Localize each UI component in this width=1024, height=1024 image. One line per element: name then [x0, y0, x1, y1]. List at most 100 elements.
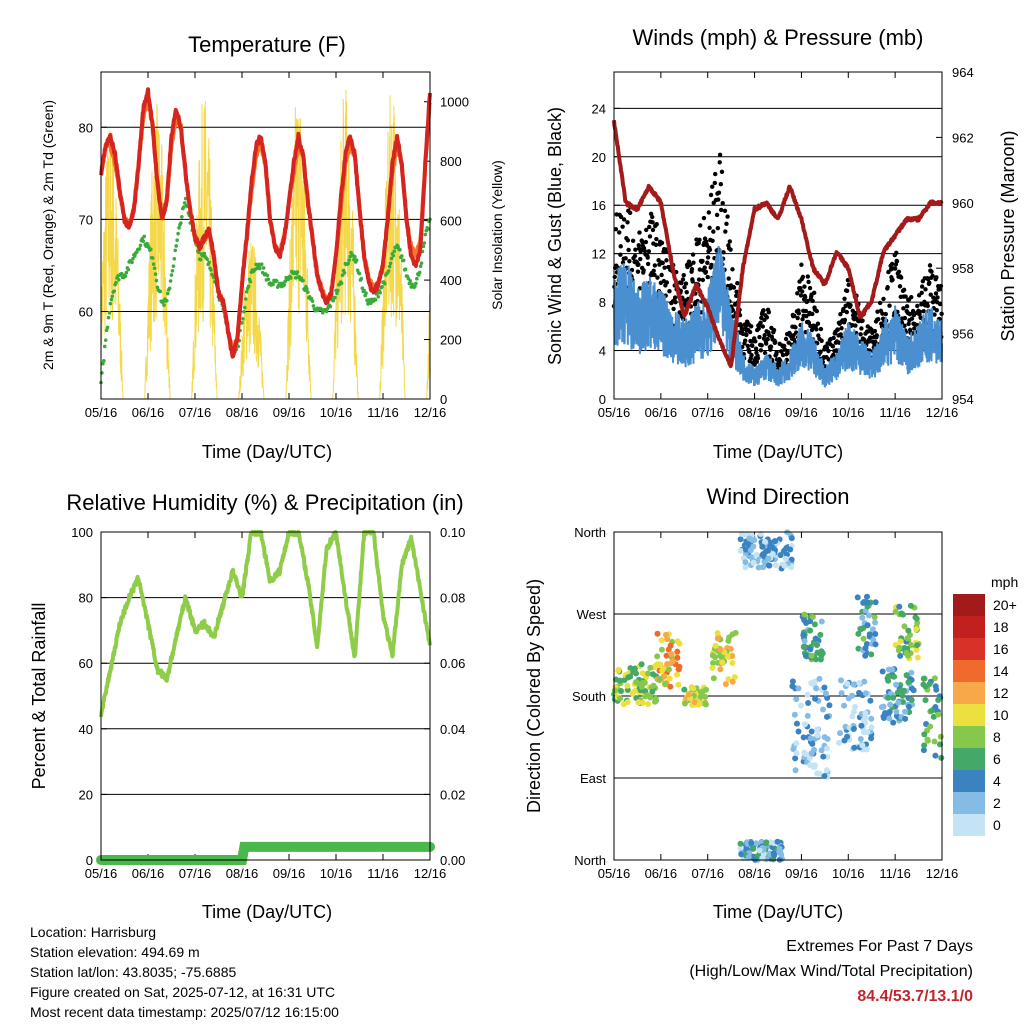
direction-point	[649, 688, 656, 695]
direction-point	[717, 646, 724, 653]
direction-x-tick-label: 08/16	[738, 866, 771, 881]
speed-legend-swatch	[953, 792, 985, 814]
gust-point	[819, 338, 824, 343]
direction-point	[663, 631, 670, 638]
gust-point	[906, 321, 911, 327]
gust-point	[645, 255, 650, 260]
speed-legend-label: 0	[993, 817, 1001, 833]
dewpoint-point	[177, 226, 181, 230]
dewpoint-point	[261, 266, 266, 270]
pressure-line	[612, 119, 944, 369]
humidity-x-tick-label: 09/16	[273, 866, 306, 881]
gust-point	[716, 190, 722, 195]
direction-point	[789, 678, 796, 685]
dewpoint-point	[138, 243, 143, 248]
winds-y2-tick-label: 956	[952, 327, 974, 342]
direction-point	[862, 710, 869, 717]
gust-point	[873, 339, 878, 344]
gust-point	[933, 291, 939, 296]
humidity-y2-tick-label: 0.06	[440, 656, 465, 671]
direction-point	[872, 619, 879, 626]
gust-point	[868, 335, 873, 340]
direction-point	[633, 670, 640, 677]
direction-x-tick-label: 05/16	[598, 866, 631, 881]
dewpoint-point	[108, 301, 113, 306]
direction-point	[905, 679, 912, 686]
direction-point	[864, 729, 871, 736]
gust-point	[623, 256, 628, 261]
dewpoint-point	[107, 310, 112, 315]
dewpoint-point	[209, 268, 213, 272]
direction-point	[908, 669, 915, 676]
gust-point	[705, 260, 710, 265]
direction-point	[696, 701, 703, 708]
direction-point	[845, 695, 852, 702]
gust-point	[710, 238, 715, 243]
direction-point	[709, 664, 716, 671]
dewpoint-point	[119, 271, 124, 276]
direction-point	[924, 737, 931, 744]
direction-point	[820, 753, 827, 760]
humidity-x-tick-label: 11/16	[367, 866, 399, 881]
gust-point	[683, 281, 689, 286]
dewpoint-point	[112, 289, 116, 293]
gust-point	[774, 350, 779, 355]
gust-point	[764, 315, 770, 320]
dewpoint-point	[137, 247, 142, 251]
direction-point	[801, 611, 808, 618]
humidity-y2-tick-label: 0.08	[440, 591, 465, 606]
dewpoint-point	[324, 309, 329, 314]
temperature-y2-tick-label: 200	[440, 333, 462, 348]
direction-point	[868, 735, 875, 742]
temperature-frame	[100, 71, 431, 400]
direction-point	[812, 635, 819, 642]
direction-point	[620, 701, 627, 708]
direction-point	[897, 687, 904, 694]
direction-point	[841, 702, 848, 709]
dewpoint-point	[305, 286, 309, 291]
direction-point	[667, 683, 674, 690]
gust-point	[889, 261, 895, 267]
gust-point	[722, 208, 728, 214]
direction-point	[807, 735, 814, 742]
direction-point	[755, 564, 762, 571]
direction-plot-area: 05/16 06/16 07/16 08/16 09/16 10/16 11/16 12/16…	[572, 525, 958, 881]
dewpoint-point	[248, 279, 253, 284]
gust-point	[645, 261, 651, 267]
gust-point	[842, 317, 848, 323]
gust-point	[909, 294, 914, 300]
direction-point	[792, 767, 799, 774]
direction-x-tick-label: 11/16	[879, 866, 911, 881]
dewpoint-point	[274, 279, 279, 283]
direction-point	[667, 642, 674, 649]
gust-point	[713, 171, 718, 177]
direction-point	[938, 754, 945, 761]
direction-point	[662, 680, 669, 687]
dewpoint-point	[258, 266, 262, 271]
direction-point	[902, 715, 909, 722]
gust-point	[842, 296, 847, 301]
direction-point	[812, 695, 819, 702]
dewpoint-point	[242, 309, 246, 314]
dewpoint-point	[173, 248, 178, 253]
wind-speed-line	[613, 246, 943, 388]
dewpoint-point	[241, 316, 245, 321]
gust-point	[838, 332, 843, 337]
dewpoint-point	[407, 281, 412, 286]
gust-point	[711, 229, 716, 234]
speed-legend-title: mph	[991, 574, 1018, 590]
direction-x-tick-label: 09/16	[785, 866, 818, 881]
recent-timestamp: Most recent data timestamp: 2025/07/12 1…	[30, 1004, 339, 1020]
gust-point	[860, 318, 865, 323]
gust-point	[652, 263, 658, 268]
dewpoint-point	[421, 244, 426, 249]
dewpoint-point	[282, 282, 287, 287]
direction-point	[808, 750, 815, 757]
gust-point	[750, 343, 755, 348]
direction-point	[806, 755, 813, 762]
gust-point	[636, 243, 641, 248]
gust-point	[697, 237, 702, 243]
direction-point	[793, 740, 800, 747]
temperature-x-tick-label: 11/16	[367, 405, 399, 420]
gust-point	[640, 239, 645, 245]
